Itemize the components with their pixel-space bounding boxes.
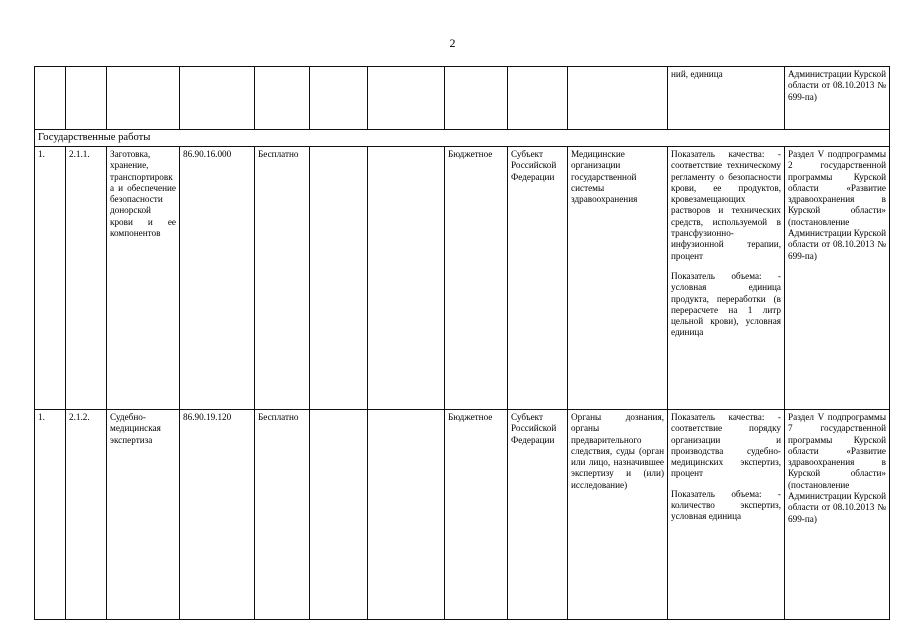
cell-column-6 bbox=[309, 66, 368, 130]
table-section-heading-row: Государственные работы bbox=[34, 129, 890, 147]
indicator-volume: Показатель объема: - условная единица пр… bbox=[671, 270, 781, 338]
cell-okved-code bbox=[179, 66, 255, 130]
cell-institution-type: Бюджетное bbox=[444, 409, 508, 620]
table-row: 1. 2.1.2. Судебно-медицинская экспертиза… bbox=[34, 409, 890, 620]
cell-row-number: 1. bbox=[34, 409, 66, 620]
indicator-quality: Показатель качества: - соответствие поря… bbox=[671, 412, 781, 479]
cell-founder bbox=[507, 66, 568, 130]
cell-column-6 bbox=[309, 409, 368, 620]
section-heading-label: Государственные работы bbox=[34, 129, 890, 147]
cell-founder: Субъект Российской Федерации bbox=[507, 146, 568, 410]
cell-indicators: Показатель качества: - соответствие поря… bbox=[667, 409, 785, 620]
table-row-continuation: ний, единица Администрации Курской облас… bbox=[34, 66, 890, 130]
table-row: 1. 2.1.1. Заготовка, хранение, транспорт… bbox=[34, 146, 890, 410]
cell-okved-code: 86.90.16.000 bbox=[179, 146, 255, 410]
cell-okved-code: 86.90.19.120 bbox=[179, 409, 255, 620]
cell-row-number bbox=[34, 66, 66, 130]
cell-service-name bbox=[106, 66, 180, 130]
cell-consumer-categories: Медицинские организации государственной … bbox=[567, 146, 668, 410]
cell-column-6 bbox=[309, 146, 368, 410]
cell-row-number: 1. bbox=[34, 146, 66, 410]
cell-column-7 bbox=[367, 146, 445, 410]
services-register-table: ний, единица Администрации Курской облас… bbox=[34, 66, 890, 620]
cell-indicators: Показатель качества: - соответствие техн… bbox=[667, 146, 785, 410]
cell-legal-basis: Раздел V подпрограммы 2 государственной … bbox=[784, 146, 890, 410]
cell-consumer-categories: Органы дознания, органы предварительного… bbox=[567, 409, 668, 620]
cell-institution-type: Бюджетное bbox=[444, 146, 508, 410]
cell-indicators: ний, единица bbox=[667, 66, 785, 130]
cell-column-7 bbox=[367, 409, 445, 620]
cell-service-code bbox=[65, 66, 107, 130]
indicator-quality: Показатель качества: - соответствие техн… bbox=[671, 149, 781, 261]
page-number: 2 bbox=[449, 36, 456, 50]
cell-legal-basis: Раздел V подпрограммы 7 государственной … bbox=[784, 409, 890, 620]
cell-service-name: Заготовка, хранение, транспортировка и о… bbox=[106, 146, 180, 410]
cell-founder: Субъект Российской Федерации bbox=[507, 409, 568, 620]
indicator-volume: Показатель объема: - количество эксперти… bbox=[671, 488, 781, 522]
cell-legal-basis: Администрации Курской области от 08.10.2… bbox=[784, 66, 890, 130]
cell-consumer-categories bbox=[567, 66, 668, 130]
cell-institution-type bbox=[444, 66, 508, 130]
cell-column-7 bbox=[367, 66, 445, 130]
cell-service-name: Судебно-медицинская экспертиза bbox=[106, 409, 180, 620]
cell-payment-terms: Бесплатно bbox=[254, 409, 310, 620]
cell-service-code: 2.1.1. bbox=[65, 146, 107, 410]
cell-payment-terms bbox=[254, 66, 310, 130]
cell-service-code: 2.1.2. bbox=[65, 409, 107, 620]
cell-payment-terms: Бесплатно bbox=[254, 146, 310, 410]
